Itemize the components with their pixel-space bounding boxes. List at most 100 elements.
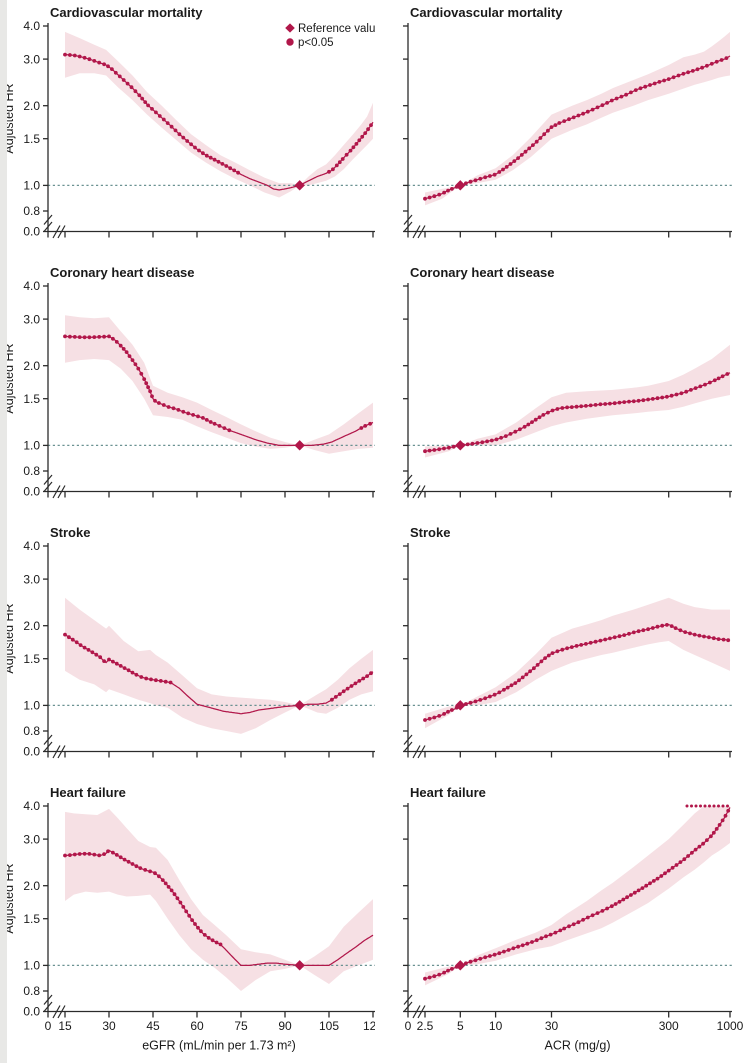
y-tick-label: 1.0: [23, 179, 40, 193]
x-tick-label: 30: [102, 1019, 116, 1033]
axes: [43, 283, 375, 498]
axis-break-icon: [403, 734, 426, 759]
x-tick-label: 5: [457, 1019, 464, 1033]
y-tick-label: 1.5: [23, 392, 40, 406]
y-tick-label: 2.0: [23, 619, 40, 633]
x-tick-label: 105: [319, 1019, 339, 1033]
confidence-band: [425, 31, 730, 206]
x-axis-title: ACR (mg/g): [545, 1039, 611, 1053]
y-tick-label: 4.0: [23, 539, 40, 553]
panel-heart-failure-acr: 0 2.5 5 10 30 300 1000 ACR (mg/g) Heart failure: [403, 785, 744, 1053]
y-tick-label: 1.0: [23, 959, 40, 973]
x-tick-label: 45: [146, 1019, 160, 1033]
panel-title: Stroke: [410, 525, 450, 540]
reference-value-diamond-icon: [455, 960, 466, 971]
x-tick-label: 0: [45, 1019, 52, 1033]
y-zero-label: 0.0: [23, 745, 40, 759]
y-tick-label: 2.0: [23, 99, 40, 113]
y-tick-label: 4.0: [23, 19, 40, 33]
x-tick-label: 90: [278, 1019, 292, 1033]
axis-break-icon: [43, 214, 66, 239]
panel-cardiovascular-mortality-acr: Cardiovascular mortality: [403, 5, 732, 239]
y-tick-label: 0.8: [23, 204, 40, 218]
axes: [403, 543, 732, 758]
legend-p005-circle-icon: [286, 38, 294, 46]
axis-break-icon: [43, 474, 66, 499]
x-tick-label: 75: [234, 1019, 248, 1033]
reference-value-diamond-icon: [455, 180, 466, 191]
x-tick-label: 30: [545, 1019, 559, 1033]
axes: [43, 543, 375, 758]
axes: [403, 803, 732, 1018]
y-tick-label: 1.5: [23, 652, 40, 666]
significant-points: [423, 372, 730, 454]
x-tick-label: 2.5: [417, 1019, 434, 1033]
y-tick-label: 1.5: [23, 132, 40, 146]
y-tick-label: 3.0: [23, 572, 40, 586]
panel-title: Heart failure: [410, 785, 486, 800]
y-tick-label: 1.5: [23, 912, 40, 926]
axis-break-icon: [43, 734, 66, 759]
reference-value-diamond-icon: [294, 700, 305, 711]
axes: [43, 23, 375, 238]
y-tick-label: 2.0: [23, 359, 40, 373]
reference-value-diamond-icon: [294, 180, 305, 191]
legend-reference-diamond-icon: [285, 23, 295, 33]
confidence-band: [425, 344, 730, 458]
y-tick-label: 0.8: [23, 464, 40, 478]
panel-coronary-heart-disease-acr: Coronary heart disease: [403, 265, 732, 499]
x-tick-label: 15: [58, 1019, 72, 1033]
y-zero-label: 0.0: [23, 1005, 40, 1019]
panel-title: Cardiovascular mortality: [50, 5, 203, 20]
reference-value-diamond-icon: [294, 440, 305, 451]
significant-points: [423, 808, 731, 981]
x-tick-label: 120: [363, 1019, 375, 1033]
x-tick-label: 60: [190, 1019, 204, 1033]
significant-points: [63, 632, 373, 702]
x-tick-label: 0: [405, 1019, 412, 1033]
confidence-band: [65, 597, 373, 734]
panel-stroke-acr: Stroke: [403, 525, 732, 759]
axis-break-icon: [403, 474, 426, 499]
panel-title: Heart failure: [50, 785, 126, 800]
axes: [403, 23, 732, 238]
significant-points: [63, 334, 372, 433]
y-zero-label: 0.0: [23, 225, 40, 239]
panel-title: Cardiovascular mortality: [410, 5, 563, 20]
y-tick-label: 3.0: [23, 52, 40, 66]
confidence-band: [65, 31, 373, 198]
confidence-band: [425, 806, 730, 986]
y-tick-label: 0.8: [23, 984, 40, 998]
x-tick-label: 300: [659, 1019, 679, 1033]
y-tick-label: 1.0: [23, 699, 40, 713]
panel-title: Coronary heart disease: [410, 265, 555, 280]
significant-points: [63, 52, 373, 175]
axis-break-icon: [403, 994, 426, 1019]
upper-ci-cap-dots: [685, 804, 729, 808]
axis-break-icon: [403, 214, 426, 239]
x-axis-title: eGFR (mL/min per 1.73 m²): [142, 1039, 296, 1053]
legend-label-reference: Reference value: [298, 23, 375, 35]
confidence-band: [65, 808, 373, 991]
y-tick-label: 2.0: [23, 879, 40, 893]
axis-break-icon: [43, 994, 66, 1019]
y-tick-label: 4.0: [23, 279, 40, 293]
y-tick-label: 1.0: [23, 439, 40, 453]
panel-title: Coronary heart disease: [50, 265, 195, 280]
reference-value-diamond-icon: [455, 440, 466, 451]
axes: [403, 283, 732, 498]
confidence-band: [65, 315, 373, 454]
confidence-band: [425, 597, 730, 729]
y-zero-label: 0.0: [23, 485, 40, 499]
significant-points: [423, 623, 731, 722]
significant-points: [63, 849, 223, 947]
y-tick-label: 4.0: [23, 799, 40, 813]
page-edge-strip: [0, 0, 7, 1063]
x-tick-label: 10: [489, 1019, 503, 1033]
